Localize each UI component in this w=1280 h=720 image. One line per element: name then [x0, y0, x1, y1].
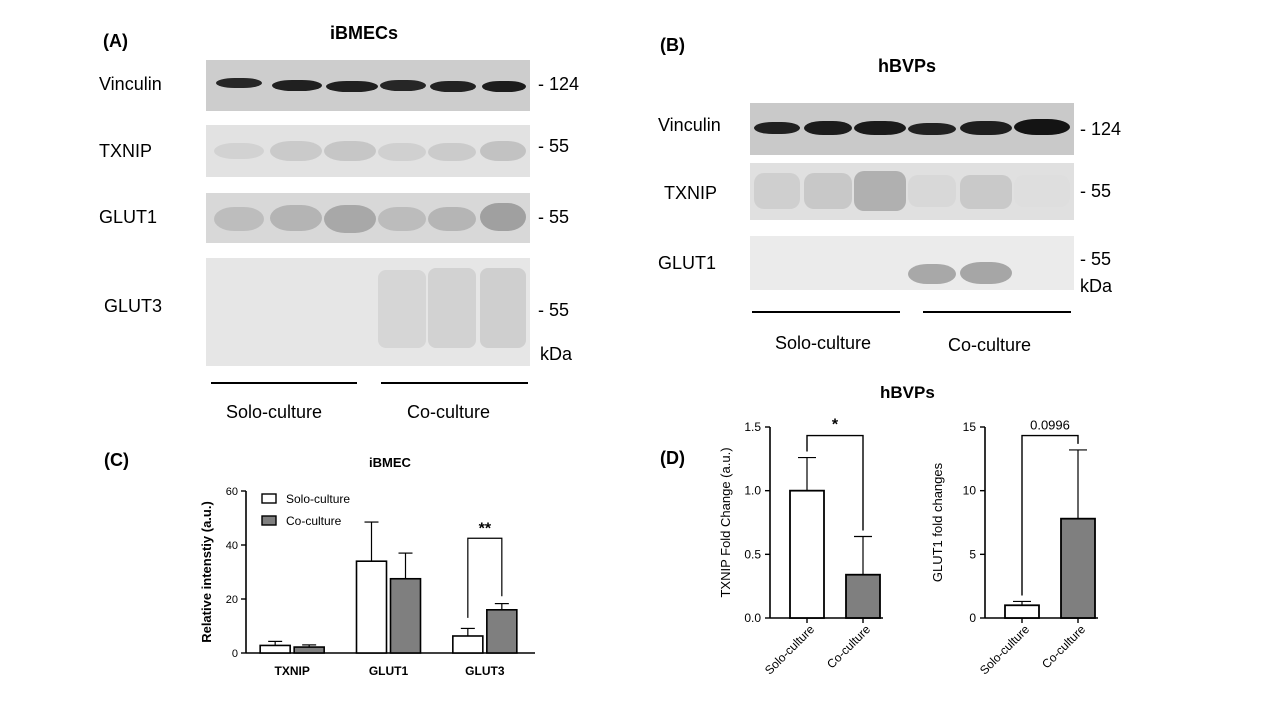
panel-c-letter: (C) — [104, 450, 129, 470]
chart-c-legend-label: Co-culture — [286, 514, 342, 528]
chart-d2-bars: 0.0996 — [1004, 418, 1096, 619]
chart-d1-ylabel: TXNIP Fold Change (a.u.) — [718, 447, 733, 597]
panel-a-mw-glut3: - 55 — [538, 300, 570, 320]
panel-a-glut3-blot — [206, 258, 530, 366]
chart-c-ylabel: Relative intenstiy (a.u.) — [199, 501, 214, 643]
d2-sig-bracket — [1021, 434, 1079, 596]
chart-c-bar — [486, 609, 518, 654]
panel-d-letter: (D) — [660, 448, 685, 468]
chart-c-legend-label: Solo-culture — [286, 492, 350, 506]
d2-y-tick-label: 15 — [963, 420, 977, 434]
chart-c-y-tick-label: 60 — [226, 486, 238, 498]
chart-c-x-tick-label: GLUT3 — [465, 664, 505, 678]
chart-c-bar — [259, 644, 291, 654]
chart-c-legend-swatch — [261, 493, 277, 504]
panel-a-row-label-txnip: TXNIP — [99, 141, 153, 161]
d1-x-tick-label: Co-culture — [824, 622, 873, 671]
d1-y-tick-label: 0.5 — [744, 547, 761, 561]
chart-c-x-tick-label: GLUT1 — [369, 664, 409, 678]
d1-sig-bracket — [806, 434, 864, 531]
chart-c-title: iBMEC — [369, 455, 412, 470]
chart-c-bars: ** — [259, 520, 518, 654]
d2-bar — [1004, 604, 1040, 619]
panel-b-row-label-glut1: GLUT1 — [658, 253, 717, 273]
panel-a-glut1-blot — [206, 193, 530, 243]
panel-d-title: hBVPs — [880, 383, 935, 402]
chart-c-x-tick-label: TXNIP — [274, 664, 309, 678]
d2-y-tick-label: 0 — [969, 611, 976, 625]
chart-d2-ylabel: GLUT1 fold changes — [930, 462, 945, 582]
d2-x-tick-label: Co-culture — [1039, 622, 1088, 671]
chart-d2: GLUT1 fold changes 0 5 10 15 Solo-culture Co-… — [930, 418, 1098, 677]
d2-y-tick-label: 5 — [969, 547, 976, 561]
panel-b-mw-glut1: - 55 — [1080, 249, 1112, 269]
chart-c-bar — [355, 560, 388, 654]
chart-c: iBMEC Relative intenstiy (a.u.) 0 20 40 60 T… — [199, 455, 535, 678]
d1-bar — [789, 489, 825, 619]
chart-c-bar — [293, 646, 325, 654]
panel-b-glut1-blot — [750, 236, 1074, 290]
chart-d1: TXNIP Fold Change (a.u.) 0.0 0.5 1.0 1.5 Sol… — [718, 417, 883, 677]
panel-b-mw-txnip: - 55 — [1080, 181, 1112, 201]
d2-sig-label: 0.0996 — [1030, 418, 1070, 433]
panel-b-solo-bracket — [752, 311, 900, 313]
chart-c-sig-label: ** — [479, 520, 492, 537]
chart-c-y-tick-label: 20 — [226, 594, 238, 606]
panel-a-co-bracket — [381, 382, 528, 384]
panel-a-row-label-vinculin: Vinculin — [99, 74, 162, 94]
panel-a-vinculin-blot — [206, 60, 530, 111]
d1-x-tick-label: Solo-culture — [762, 622, 817, 677]
chart-c-legend-swatch — [261, 515, 277, 526]
d1-sig-label: * — [832, 417, 839, 434]
chart-c-sig-bracket — [467, 537, 503, 618]
panel-b-txnip-blot — [750, 163, 1074, 220]
chart-c-y-tick-label: 40 — [226, 540, 238, 552]
panel-a-mw-glut1: - 55 — [538, 207, 570, 227]
d1-y-tick-label: 1.0 — [744, 484, 761, 498]
panel-b-kda-label: kDa — [1080, 276, 1113, 296]
panel-b-row-label-vinculin: Vinculin — [658, 115, 721, 135]
panel-a-solo-bracket — [211, 382, 357, 384]
panel-a-group-co: Co-culture — [407, 402, 491, 422]
panel-a-title: iBMECs — [330, 23, 399, 43]
panel-a-mw-txnip: - 55 — [538, 136, 570, 156]
chart-c-y-tick-label: 0 — [232, 648, 238, 660]
panel-b-mw-vinculin: - 124 — [1080, 119, 1122, 139]
panel-b-letter: (B) — [660, 35, 685, 55]
panel-a-kda-label: kDa — [540, 344, 573, 364]
d2-x-tick-label: Solo-culture — [977, 622, 1032, 677]
panel-b-group-solo: Solo-culture — [775, 333, 872, 353]
panel-b-co-bracket — [923, 311, 1071, 313]
panel-b-group-co: Co-culture — [948, 335, 1032, 355]
d1-y-tick-label: 0.0 — [744, 611, 761, 625]
chart-c-legend: Solo-culture Co-culture — [261, 492, 350, 528]
panel-a-letter: (A) — [103, 31, 128, 51]
panel-a-group-solo: Solo-culture — [226, 402, 323, 422]
panel-a-txnip-blot — [206, 125, 530, 177]
chart-c-bar — [452, 635, 484, 654]
panel-b-vinculin-blot — [750, 103, 1074, 155]
d2-y-tick-label: 10 — [963, 484, 977, 498]
panel-a-row-label-glut1: GLUT1 — [99, 207, 158, 227]
chart-d1-bars: * — [789, 417, 881, 619]
panel-b-title: hBVPs — [878, 56, 937, 76]
panel-a-row-label-glut3: GLUT3 — [104, 296, 163, 316]
d2-bar — [1060, 517, 1096, 619]
panel-b-row-label-txnip: TXNIP — [664, 183, 718, 203]
d1-y-tick-label: 1.5 — [744, 420, 761, 434]
panel-a-mw-vinculin: - 124 — [538, 74, 580, 94]
d1-bar — [845, 573, 881, 619]
chart-c-bar — [389, 577, 422, 654]
